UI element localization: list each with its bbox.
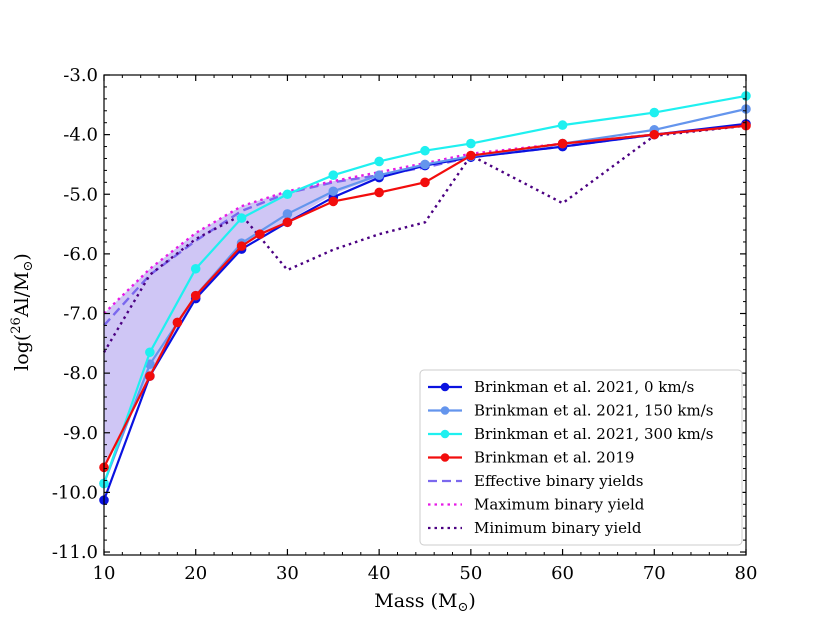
legend-label: Brinkman et al. 2019 bbox=[474, 449, 634, 467]
legend-box bbox=[419, 369, 743, 546]
series-line bbox=[102, 124, 747, 353]
x-tick-label: 20 bbox=[184, 563, 207, 584]
legend-label: Maximum binary yield bbox=[474, 496, 645, 514]
data-point bbox=[236, 213, 247, 223]
data-point bbox=[466, 150, 476, 161]
y-tick-label: -3.0 bbox=[63, 65, 98, 86]
x-tick-label: 40 bbox=[368, 563, 391, 584]
x-tick-label: 50 bbox=[459, 563, 482, 584]
legend-entry: Minimum binary yield bbox=[428, 519, 642, 537]
axis-ticks: 10 20 30 40 50 60 70 80 -3.0 -4.0 -5.0 -6.0 -7.0 -8.0… bbox=[52, 65, 758, 584]
data-point bbox=[282, 217, 293, 228]
y-tick-label: -4.0 bbox=[63, 125, 98, 146]
y-tick-label: -7.0 bbox=[63, 304, 98, 325]
y-tick-label: -10.0 bbox=[52, 482, 98, 503]
legend-marker bbox=[440, 406, 450, 415]
data-point bbox=[557, 120, 568, 130]
x-tick-label: 80 bbox=[735, 563, 758, 584]
series-maximum-binary-yield bbox=[103, 123, 747, 315]
series-brinkman-et-al-2019 bbox=[99, 120, 751, 473]
x-tick-label: 10 bbox=[93, 563, 116, 584]
legend-label: Brinkman et al. 2021, 0 km/s bbox=[474, 378, 694, 396]
data-point bbox=[420, 177, 430, 188]
legend-entry: Brinkman et al. 2019 bbox=[428, 449, 634, 467]
y-axis-label: log(26Al/M⊙) bbox=[9, 253, 36, 371]
legend-entry: Brinkman et al. 2021, 0 km/s bbox=[428, 378, 694, 396]
legend-entry: Effective binary yields bbox=[428, 472, 644, 490]
shaded-yield-range bbox=[104, 173, 380, 469]
series-minimum-binary-yield bbox=[102, 124, 747, 353]
data-point bbox=[420, 159, 430, 170]
legend-marker bbox=[440, 382, 450, 392]
series-line bbox=[102, 94, 747, 484]
y-tick-label: -8.0 bbox=[63, 363, 98, 384]
data-point bbox=[374, 156, 384, 167]
y-tick-label: -9.0 bbox=[63, 423, 98, 444]
legend-label: Effective binary yields bbox=[474, 472, 644, 490]
data-point bbox=[190, 263, 201, 274]
y-tick-label: -6.0 bbox=[63, 244, 98, 265]
x-tick-label: 60 bbox=[551, 563, 574, 584]
data-point bbox=[328, 186, 339, 197]
data-point bbox=[374, 170, 384, 180]
legend-entry: Brinkman et al. 2021, 150 km/s bbox=[428, 402, 713, 420]
legend-entry: Maximum binary yield bbox=[428, 496, 645, 514]
data-point bbox=[282, 209, 293, 219]
data-point bbox=[649, 107, 660, 118]
legend-marker bbox=[440, 429, 450, 439]
x-tick-label: 70 bbox=[643, 563, 666, 584]
data-point bbox=[420, 145, 430, 156]
data-point bbox=[236, 241, 247, 251]
data-point bbox=[557, 138, 568, 149]
data-point bbox=[328, 170, 339, 180]
series-line bbox=[103, 124, 747, 468]
legend-label: Brinkman et al. 2021, 300 km/s bbox=[474, 425, 713, 443]
data-point bbox=[145, 347, 155, 358]
y-tick-label: -5.0 bbox=[63, 184, 98, 205]
legend: Brinkman et al. 2021, 0 km/s Brinkman et … bbox=[419, 369, 743, 546]
x-axis-label: Mass (M⊙) bbox=[374, 590, 476, 615]
data-point bbox=[172, 317, 183, 328]
x-tick-label: 30 bbox=[276, 563, 299, 584]
legend-label: Minimum binary yield bbox=[474, 519, 642, 537]
series-layer bbox=[99, 91, 751, 505]
y-tick-label: -11.0 bbox=[52, 542, 98, 563]
data-point bbox=[145, 371, 155, 381]
series-line bbox=[102, 122, 747, 501]
data-point bbox=[374, 187, 384, 198]
series-brinkman-et-al-2021-300-km-s bbox=[99, 91, 751, 489]
data-point bbox=[255, 229, 265, 240]
legend-entry: Brinkman et al. 2021, 300 km/s bbox=[428, 425, 713, 443]
shaded-area bbox=[104, 173, 380, 469]
plot-frame bbox=[103, 74, 747, 556]
data-point bbox=[649, 129, 660, 140]
data-point bbox=[328, 196, 339, 207]
legend-label: Brinkman et al. 2021, 150 km/s bbox=[474, 402, 713, 420]
data-point bbox=[190, 290, 201, 301]
legend-marker bbox=[440, 453, 450, 462]
data-point bbox=[282, 189, 293, 200]
series-line bbox=[103, 123, 747, 315]
data-point bbox=[466, 138, 476, 149]
